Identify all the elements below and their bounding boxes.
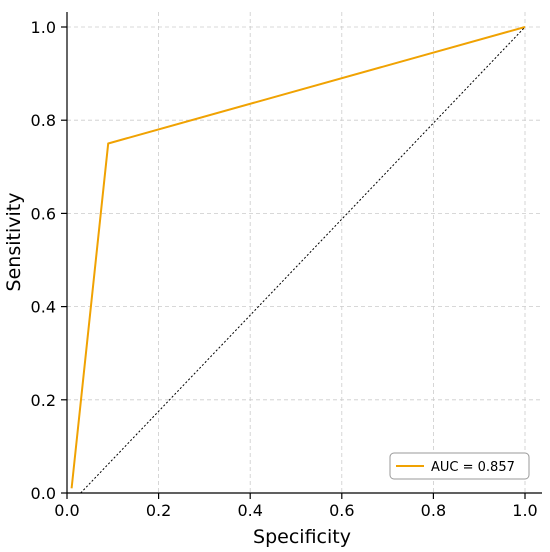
legend: AUC = 0.857 [389,452,530,480]
y-axis-title: Sensitivity [3,193,25,292]
x-tick-label: 0.2 [146,501,171,520]
x-tick-label: 1.0 [512,501,537,520]
x-tick-label: 0.4 [237,501,262,520]
y-tick-label: 1.0 [31,18,56,37]
legend-box [389,452,530,480]
y-tick-label: 0.8 [31,111,56,130]
x-axis-title: Specificity [253,526,351,548]
roc-curve-line [70,26,526,489]
legend-label: AUC = 0.857 [431,460,515,475]
x-tick-label: 0.0 [54,501,79,520]
x-tick-label: 0.8 [421,501,446,520]
grid [67,12,542,493]
y-tick-label: 0.2 [31,391,56,410]
y-tick-label: 0.4 [31,298,56,317]
x-ticks: 0.0 0.2 0.4 0.6 0.8 1.0 [54,493,538,520]
chance-diagonal-line [80,26,526,494]
x-tick-label: 0.6 [329,501,354,520]
y-tick-label: 0.6 [31,204,56,223]
series-layer [70,26,526,494]
y-tick-label: 0.0 [31,484,56,503]
axes [66,12,542,494]
y-ticks: 0.0 0.2 0.4 0.6 0.8 1.0 [31,18,67,503]
